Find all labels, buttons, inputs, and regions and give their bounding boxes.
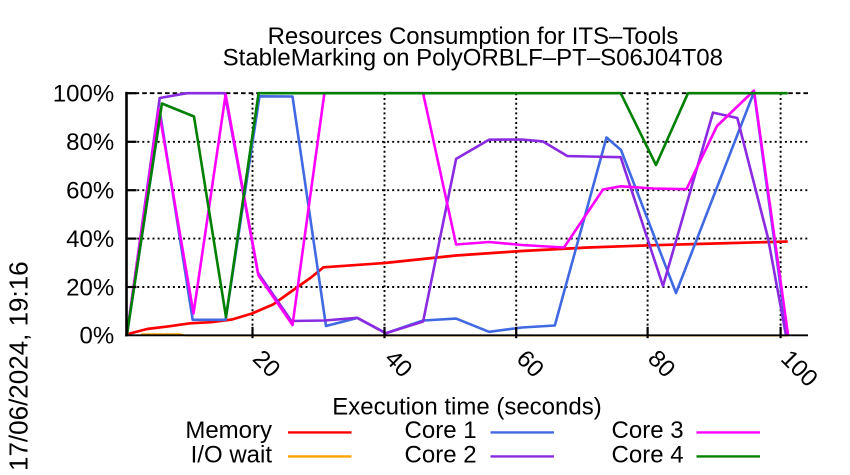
svg-text:80%: 80%	[66, 129, 114, 156]
svg-text:100%: 100%	[53, 81, 114, 108]
svg-text:StableMarking on PolyORBLF–PT–: StableMarking on PolyORBLF–PT–S06J04T08	[223, 45, 723, 72]
svg-text:60: 60	[511, 345, 549, 383]
svg-text:100: 100	[775, 345, 822, 392]
svg-text:20%: 20%	[66, 274, 114, 301]
svg-text:Core 3: Core 3	[612, 417, 684, 444]
svg-text:Core 1: Core 1	[405, 417, 477, 444]
svg-text:60%: 60%	[66, 178, 114, 205]
svg-text:I/O wait: I/O wait	[191, 442, 273, 469]
svg-text:Execution time (seconds): Execution time (seconds)	[332, 394, 601, 421]
svg-text:Core 4: Core 4	[612, 442, 684, 469]
svg-text:Memory: Memory	[185, 417, 272, 444]
svg-text:80: 80	[642, 345, 680, 383]
svg-text:20: 20	[247, 345, 285, 383]
svg-text:Resources Consumption for ITS–: Resources Consumption for ITS–Tools	[268, 23, 679, 50]
svg-text:40: 40	[379, 345, 417, 383]
svg-text:40%: 40%	[66, 226, 114, 253]
svg-text:Core 2: Core 2	[405, 442, 477, 469]
svg-text:17/06/2024, 19:16: 17/06/2024, 19:16	[4, 261, 34, 471]
svg-text:0%: 0%	[80, 323, 115, 350]
